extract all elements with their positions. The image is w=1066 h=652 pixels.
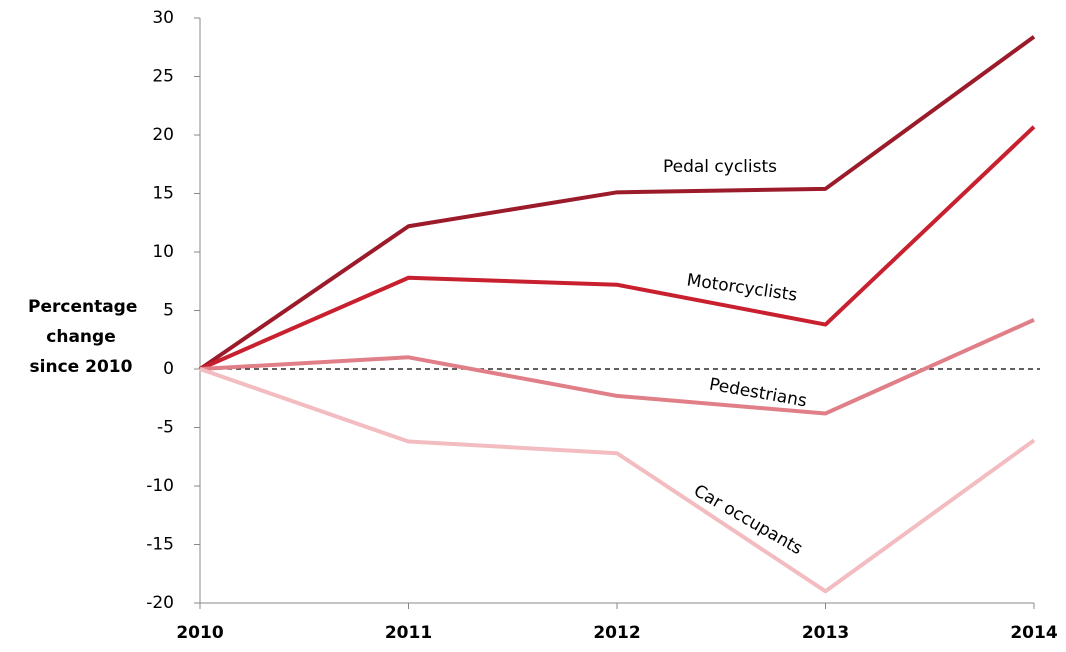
x-tick-label: 2010 [176, 623, 223, 643]
y-tick-label: 15 [152, 184, 174, 204]
y-tick-label: -15 [146, 535, 174, 555]
series-label: Pedal cyclists [663, 157, 777, 177]
y-tick-label: 30 [152, 8, 174, 28]
y-tick-label: 25 [152, 67, 174, 87]
series-label: Car occupants [690, 481, 806, 559]
x-tick-label: 2014 [1010, 623, 1057, 643]
series-line [199, 318, 1035, 416]
x-tick-label: 2011 [385, 623, 432, 643]
x-tick-label: 2012 [593, 623, 640, 643]
y-tick-label: -5 [157, 418, 174, 438]
y-axis-label: Percentage change since 2010 [28, 297, 138, 377]
y-tick-label: -10 [146, 476, 174, 496]
series-line [199, 125, 1036, 371]
series-line [199, 367, 1036, 594]
x-tick-label: 2013 [802, 623, 849, 643]
y-tick-label: 10 [152, 242, 174, 262]
y-tick-label: -20 [146, 593, 174, 613]
series-line [198, 35, 1036, 371]
y-tick-label: 0 [163, 359, 174, 379]
y-tick-label: 20 [152, 125, 174, 145]
y-tick-label: 5 [163, 301, 174, 321]
